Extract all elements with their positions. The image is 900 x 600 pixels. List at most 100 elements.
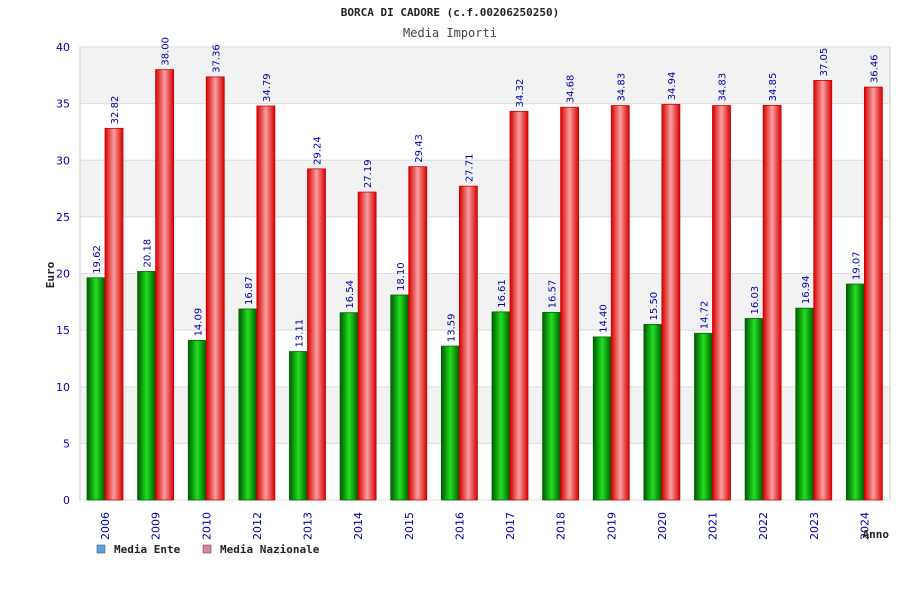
bar-value-label: 16.94 (801, 276, 812, 305)
bar-value-label: 14.72 (700, 301, 711, 330)
bar-media-ente (289, 351, 308, 501)
bar-media-nazionale (610, 105, 630, 501)
bar-value-label: 37.05 (819, 48, 830, 77)
bar-value-label: 34.94 (667, 72, 678, 101)
y-tick-label: 20 (56, 268, 70, 281)
bar-media-ente (491, 311, 511, 501)
bar-value-label: 27.19 (363, 159, 374, 188)
bar-media-ente (440, 345, 460, 501)
x-tick-label: 2023 (808, 512, 821, 540)
x-tick-label: 2017 (504, 512, 517, 540)
bar-media-ente (86, 277, 106, 501)
x-tick-label: 2018 (555, 512, 568, 540)
bar-media-ente (187, 340, 207, 501)
x-tick-label: 2010 (200, 512, 213, 540)
bar-media-nazionale (458, 185, 478, 501)
bars: 19.62 32.82 20.18 38.00 14.09 37.36 16.87 34.79… (86, 37, 883, 501)
bar-value-label: 16.57 (548, 280, 559, 309)
x-tick-label: 2015 (403, 512, 416, 540)
bar-media-ente (339, 312, 359, 501)
bar-value-label: 29.43 (414, 134, 425, 163)
bar-media-nazionale (863, 86, 883, 501)
bar-media-nazionale (762, 104, 782, 501)
y-tick-label: 35 (56, 98, 70, 111)
y-tick-label: 30 (56, 154, 70, 167)
bar-media-ente (845, 283, 865, 501)
chart-title: BORCA DI CADORE (c.f.00206250250) (341, 6, 560, 19)
chart-subtitle: Media Importi (403, 26, 497, 40)
x-tick-label: 2014 (352, 512, 365, 540)
x-tick-label: 2012 (251, 512, 264, 540)
bar-value-label: 19.62 (92, 245, 103, 274)
bar-value-label: 37.36 (211, 44, 222, 73)
x-tick-label: 2021 (707, 512, 720, 540)
y-tick-label: 10 (56, 381, 70, 394)
bar-value-label: 34.79 (262, 73, 273, 102)
legend-label: Media Ente (114, 543, 181, 556)
bar-value-label: 16.03 (750, 286, 761, 315)
bar-value-label: 16.87 (244, 276, 255, 305)
y-tick-label: 5 (63, 437, 70, 450)
bar-value-label: 16.61 (497, 279, 508, 308)
x-tick-label: 2006 (99, 512, 112, 540)
bar-value-label: 18.10 (396, 262, 407, 291)
y-tick-label: 25 (56, 211, 70, 224)
bar-value-label: 15.50 (649, 292, 660, 321)
bar-media-ente (542, 311, 562, 501)
bar-value-label: 14.40 (598, 304, 609, 333)
x-tick-label: 2020 (656, 512, 669, 540)
bar-media-ente (795, 307, 815, 501)
bar-value-label: 20.18 (143, 239, 154, 268)
bar-value-label: 38.00 (161, 37, 172, 66)
bar-media-ente (238, 308, 258, 501)
y-axis-label: Euro (44, 261, 57, 288)
bar-media-nazionale (205, 76, 225, 501)
bar-media-nazionale (661, 103, 681, 501)
bar-value-label: 14.09 (193, 308, 204, 337)
bar-media-nazionale (509, 110, 529, 501)
legend-label: Media Nazionale (220, 543, 320, 556)
bar-value-label: 36.46 (869, 54, 880, 83)
bar-value-label: 29.24 (313, 136, 324, 165)
x-tick-label: 2019 (605, 512, 618, 540)
x-tick-label: 2022 (757, 512, 770, 540)
x-tick-label: 2009 (150, 512, 163, 540)
bar-media-nazionale (712, 105, 731, 501)
legend: Media Ente Media Nazionale (96, 543, 320, 556)
bar-value-label: 27.71 (464, 154, 475, 183)
bar-value-label: 34.83 (718, 73, 729, 102)
bar-value-label: 19.07 (851, 251, 862, 280)
bar-value-label: 13.11 (295, 319, 306, 348)
x-tick-label: 2016 (453, 512, 466, 540)
bar-media-nazionale (408, 166, 428, 501)
bar-media-nazionale (256, 105, 276, 501)
x-tick-label: 2013 (302, 512, 315, 540)
bar-media-nazionale (813, 80, 833, 501)
bar-media-ente (643, 324, 663, 501)
bar-media-nazionale (155, 69, 175, 501)
x-axis-label: Anno (863, 528, 890, 541)
bar-media-nazionale (560, 106, 580, 501)
bar-media-ente (592, 336, 612, 501)
bar-media-ente (390, 294, 410, 501)
x-tick-label: 2024 (858, 512, 871, 540)
bar-value-label: 34.85 (768, 73, 779, 102)
bar-media-ente (137, 271, 157, 501)
legend-swatch (202, 544, 212, 554)
bar-value-label: 16.54 (345, 280, 356, 309)
bar-value-label: 34.68 (566, 75, 577, 104)
bar-value-label: 34.32 (515, 79, 526, 108)
y-tick-label: 15 (56, 324, 70, 337)
y-axis-ticks: 0 5 10 15 20 25 30 35 40 (56, 41, 70, 507)
bar-media-ente (744, 318, 764, 501)
y-tick-label: 0 (63, 494, 70, 507)
bar-value-label: 32.82 (110, 96, 121, 125)
bar-value-label: 13.59 (446, 313, 457, 342)
bar-media-nazionale (357, 191, 377, 501)
bar-media-nazionale (307, 168, 326, 501)
x-axis-ticks: 2006 2009 2010 2012 2013 2014 2015 2016 2017 2018… (99, 512, 871, 540)
bar-media-nazionale (104, 127, 124, 501)
bar-media-ente (694, 332, 713, 501)
bar-value-label: 34.83 (616, 73, 627, 102)
